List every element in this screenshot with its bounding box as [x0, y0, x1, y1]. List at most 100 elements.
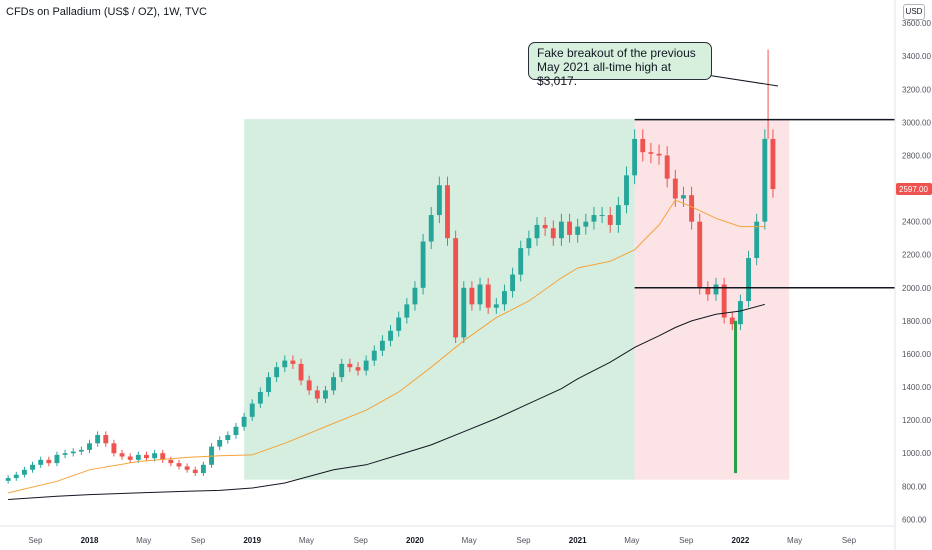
- candle-body: [388, 330, 393, 341]
- moving-averages: [7, 199, 765, 500]
- candle-body: [510, 274, 516, 292]
- ma-fast-line: [7, 199, 765, 494]
- candle-body: [314, 390, 320, 399]
- candle-body: [241, 416, 247, 427]
- y-tick-label: 2200.00: [902, 251, 931, 260]
- candle-body: [54, 454, 60, 464]
- candle-body: [624, 175, 629, 206]
- candle-body: [477, 284, 483, 305]
- candle-body: [721, 284, 727, 318]
- candle-body: [436, 185, 442, 216]
- candle-body: [298, 363, 304, 381]
- candle-body: [534, 224, 540, 239]
- ma-slow-line: [8, 303, 765, 500]
- candle-body: [469, 287, 475, 305]
- y-tick-label: 2400.00: [902, 218, 931, 227]
- candle-body: [762, 138, 768, 222]
- candle-body: [404, 304, 410, 318]
- candle-body: [705, 287, 711, 295]
- candle-body: [306, 380, 312, 391]
- candle-body: [78, 449, 84, 452]
- candle-body: [599, 215, 605, 217]
- x-tick-label: Sep: [842, 536, 857, 545]
- x-tick-label: May: [462, 536, 477, 545]
- candle-body: [257, 392, 263, 404]
- candle-body: [640, 138, 646, 153]
- horizontal-levels: [634, 118, 895, 289]
- y-tick-label: 3600.00: [902, 19, 931, 28]
- candle-body: [583, 221, 589, 227]
- candle-body: [445, 185, 450, 239]
- candle-body: [95, 435, 101, 444]
- candle-body: [87, 443, 92, 450]
- candle-body: [192, 469, 198, 474]
- candle-body: [355, 367, 361, 371]
- candle-body: [746, 258, 751, 302]
- candle-body: [363, 360, 369, 371]
- y-tick-label: 1000.00: [902, 449, 931, 458]
- y-tick-label: 1600.00: [902, 350, 931, 359]
- candle-body: [347, 363, 353, 368]
- candle-body: [13, 474, 19, 479]
- candle-body: [591, 215, 597, 222]
- candle-body: [575, 226, 581, 235]
- candle-body: [103, 435, 109, 444]
- y-axis-ticks[interactable]: 600.00 800.00 1000.00 1200.00 1400.00 1600.00…: [902, 19, 931, 524]
- x-tick-label: 2021: [569, 536, 587, 545]
- candle-body: [648, 152, 654, 154]
- currency-selector[interactable]: USD: [903, 4, 925, 20]
- candle-body: [168, 459, 174, 464]
- candle-body: [672, 178, 678, 199]
- candle-body: [62, 453, 68, 455]
- uptrend-zone: [244, 119, 635, 480]
- candle-body: [217, 439, 223, 447]
- candle-body: [729, 317, 735, 325]
- candle-body: [46, 459, 52, 464]
- candle-body: [135, 454, 141, 460]
- candle-body: [485, 284, 491, 308]
- candle-body: [119, 453, 125, 457]
- y-tick-label: 1800.00: [902, 317, 931, 326]
- x-tick-label: Sep: [354, 536, 369, 545]
- x-tick-label: Sep: [516, 536, 531, 545]
- x-tick-label: Sep: [679, 536, 694, 545]
- candle-body: [558, 221, 564, 239]
- x-tick-label: Sep: [28, 536, 43, 545]
- candle-body: [21, 469, 27, 475]
- candle-body: [5, 478, 11, 481]
- candle-body: [339, 363, 345, 378]
- candle-body: [249, 403, 255, 417]
- candle-body: [697, 221, 703, 288]
- candle-body: [607, 215, 613, 225]
- y-tick-label: 3000.00: [902, 118, 931, 127]
- y-tick-label: 3200.00: [902, 85, 931, 94]
- candle-body: [127, 456, 133, 460]
- candle-body: [225, 435, 231, 440]
- candle-body: [30, 464, 35, 470]
- y-tick-label: 600.00: [902, 515, 927, 524]
- y-tick-label: 1200.00: [902, 416, 931, 425]
- candle-body: [542, 224, 548, 229]
- candle-body: [200, 464, 206, 474]
- candle-body: [664, 155, 670, 179]
- y-tick-label: 800.00: [902, 482, 927, 491]
- x-tick-label: 2019: [243, 536, 261, 545]
- x-axis-ticks[interactable]: Sep 2018 May Sep 2019 May Sep 2020 May Sep 2021 May…: [28, 536, 856, 545]
- candle-body: [274, 367, 280, 378]
- candle-body: [160, 453, 166, 460]
- candle-body: [518, 248, 524, 275]
- annotation-callout[interactable]: Fake breakout of the previous May 2021 a…: [528, 42, 712, 88]
- candle-body: [550, 228, 556, 239]
- chart-title: CFDs on Palladium (US$ / OZ), 1W, TVC: [6, 6, 207, 18]
- candle-body: [567, 221, 572, 235]
- candle-body: [737, 301, 743, 325]
- candle-body: [111, 443, 117, 454]
- candle-body: [632, 138, 638, 176]
- candle-body: [396, 317, 402, 331]
- candle-body: [713, 284, 719, 295]
- candle-body: [493, 304, 499, 308]
- candle-body: [502, 291, 507, 305]
- candle-body: [526, 238, 532, 249]
- y-tick-label: 2800.00: [902, 151, 931, 160]
